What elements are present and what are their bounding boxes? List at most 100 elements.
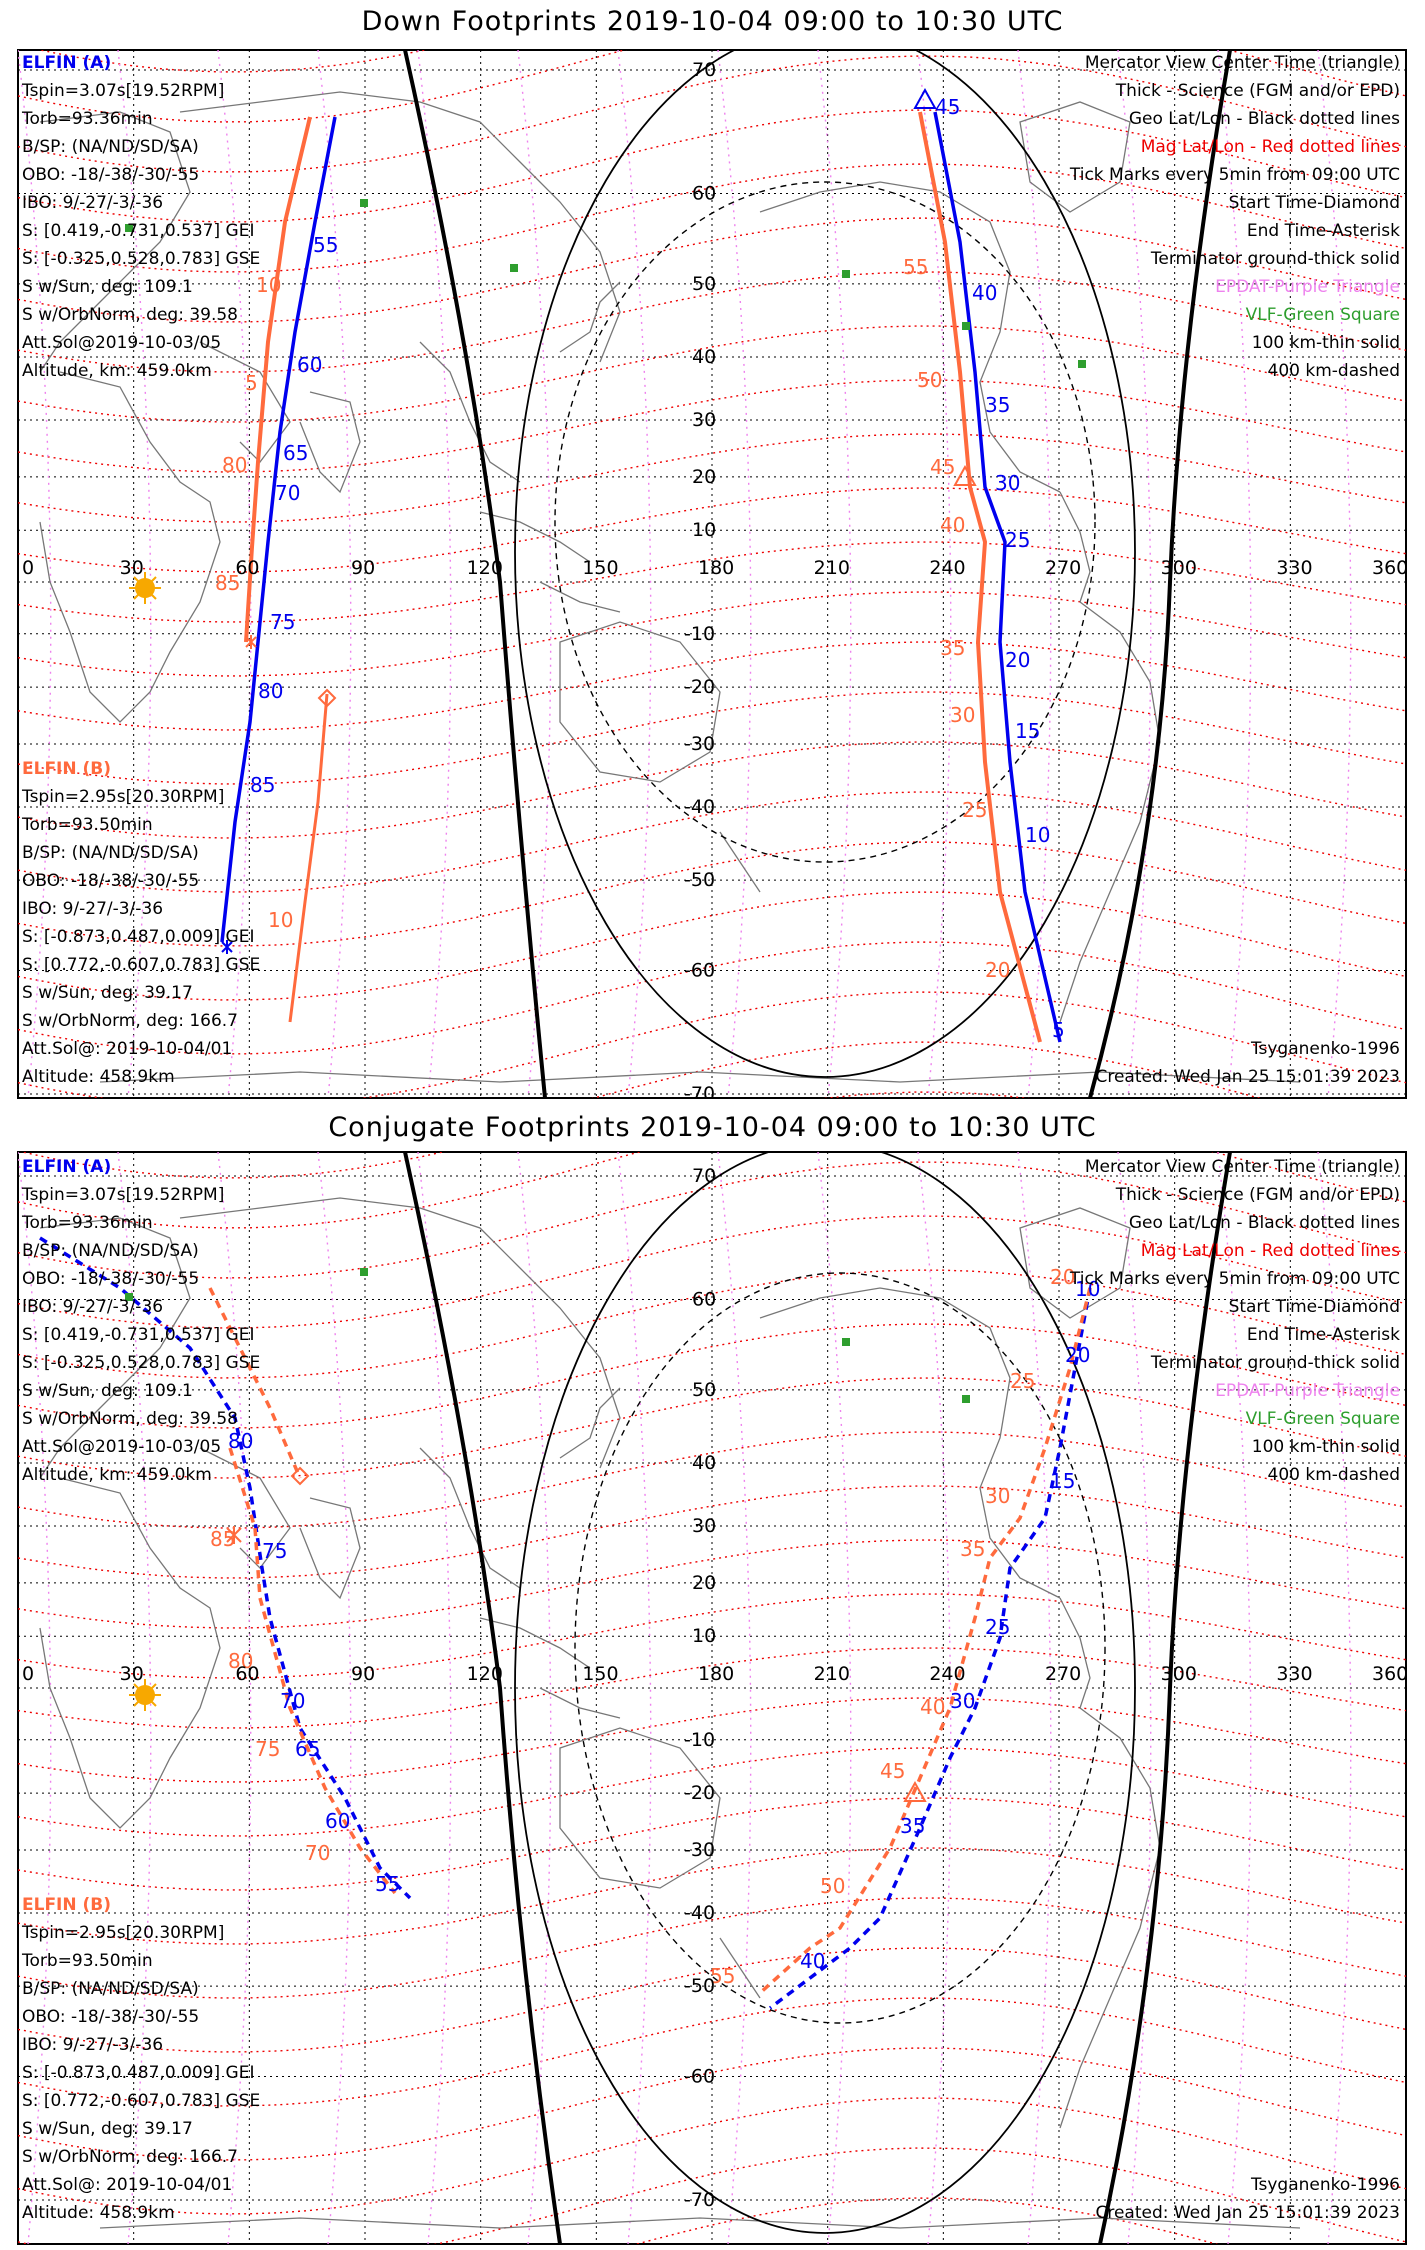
sun-icon [129,572,161,604]
a-tick: 5 [1052,1018,1065,1042]
elfin-a-line: Tspin=3.07s[19.52RPM] [21,1185,224,1205]
elfin-b-conj-track-right [758,1287,1092,1995]
legend-item: Mag Lat/Lon - Red dotted lines [1141,137,1400,157]
lat-label: -40 [684,796,715,818]
mag-lat-line [18,271,1406,373]
mag-lat-line [18,163,1406,273]
elfin-b-line: OBO: -18/-38/-30/-55 [22,871,199,891]
elfin-b-line: B/SP: (NA/ND/SD/SA) [22,843,199,863]
mag-lon-line [1117,50,1152,1098]
terminator-line [403,1152,562,2244]
mag-lon-line [717,50,752,1098]
b-tick: 30 [985,1484,1010,1508]
lat-label: 70 [692,1165,716,1187]
elfin-a-track-right [933,111,1062,1043]
down-panel-title: Down Footprints 2019-10-04 09:00 to 10:3… [361,6,1064,37]
elfin-a-line: S w/OrbNorm, deg: 39.58 [22,305,238,325]
elfin-b-line: Tspin=2.95s[20.30RPM] [21,787,224,807]
lon-label: 270 [1045,557,1081,579]
lon-label: 180 [698,1663,734,1685]
b-tick: 35 [940,636,965,660]
b-tick: 20 [985,958,1010,982]
elfin-b-start-diamond [317,688,337,708]
elfin-a-line: OBO: -18/-38/-30/-55 [22,1269,199,1289]
a-tick: 80 [228,1429,253,1453]
a-tick: 30 [950,1689,975,1713]
b-tick: 25 [962,798,987,822]
b-tick: 35 [960,1537,985,1561]
a-tick: 70 [280,1689,305,1713]
a-tick: 80 [258,679,283,703]
legend-item: Mag Lat/Lon - Red dotted lines [1141,1241,1400,1261]
a-tick: 35 [985,393,1010,417]
legend-item: Thick - Science (FGM and/or EPD) [1115,81,1400,101]
coastlines [39,1197,1301,2229]
lon-label: 300 [1161,557,1197,579]
elfin-b-conj-track-left [208,1287,302,1479]
model-label: Tsyganenko-1996 [1250,2175,1400,2195]
a-tick: 85 [250,773,275,797]
mag-lat-line [18,891,1406,1001]
elfin-a-line: OBO: -18/-38/-30/-55 [22,165,199,185]
elfin-a-name: ELFIN (A) [22,1157,111,1177]
sun-icon [129,1679,161,1711]
geo-grid [18,1152,1406,2244]
elfin-a-line: Torb=93.36min [21,109,153,129]
elfin-a-conj-track-right [768,1287,1092,2010]
elfin-b-line: S w/OrbNorm, deg: 166.7 [22,1011,238,1031]
elfin-b-line: S: [-0.873,0.487,0.009] GEI [22,927,254,947]
a-tick: 10 [1025,823,1050,847]
lon-label: 0 [22,557,34,579]
lon-label: 330 [1276,1663,1312,1685]
elfin-a-line: S: [-0.325,0.528,0.783] GSE [22,249,260,269]
lat-label: 10 [692,519,716,541]
legend: Mercator View Center Time (triangle) Thi… [1069,1157,1400,1485]
a-tick: 55 [313,233,338,257]
lat-label: -70 [684,1083,715,1102]
a-tick: 15 [1015,719,1040,743]
lat-label: -70 [684,2189,715,2211]
lon-label: 330 [1276,557,1312,579]
terminator-line [1098,1152,1232,2244]
elfin-a-track-left [220,116,337,943]
mag-lon-line [18,50,52,1098]
vlf-square [125,1293,133,1301]
fov-100km [514,1152,1136,2234]
elfin-a-line: Att.Sol@2019-10-03/05 [22,1437,221,1457]
lon-label: 30 [120,557,144,579]
lat-label: 40 [692,346,716,368]
elfin-b-track-left [244,116,312,643]
lon-label: 240 [929,1663,965,1685]
legend-item: End Time-Asterisk [1247,221,1400,241]
elfin-a-name: ELFIN (A) [22,53,111,73]
lon-label: 240 [929,557,965,579]
lat-labels: 70 60 50 40 30 20 10 -10 -20 -30 -40 -50 -60 -70 [684,1165,716,2211]
mag-lon-line [617,50,652,1098]
mag-lon-line [317,50,352,1098]
a-tick: 15 [1050,1469,1075,1493]
lon-label: 90 [351,557,375,579]
lon-label: 150 [582,1663,618,1685]
legend-item: Mercator View Center Time (triangle) [1085,1157,1400,1177]
lat-label: -60 [684,2066,715,2088]
a-tick: 40 [800,1949,825,1973]
mag-lon-line [117,50,152,1098]
b-tick: 75 [255,1737,280,1761]
elfin-a-tick-labels: 45 40 35 30 25 20 15 10 5 55 60 65 70 75… [250,95,1065,1042]
elfin-a-line: S w/Sun, deg: 109.1 [22,1381,193,1401]
lon-label: 60 [235,557,259,579]
coastlines [39,91,1301,1083]
elfin-b-line: S: [0.772,-0.607,0.783] GSE [22,955,260,975]
conjugate-panel-title: Conjugate Footprints 2019-10-04 09:00 to… [328,1112,1097,1143]
lat-label: -50 [684,1975,715,1997]
elfin-b-center-triangle [903,1780,927,1802]
elfin-b-line: S w/Sun, deg: 39.17 [22,2119,193,2139]
legend-item: EPDAT-Purple Triangle [1215,1381,1400,1401]
a-tick: 60 [325,1809,350,1833]
a-tick: 65 [283,441,308,465]
elfin-a-conj-track-left [39,1236,412,1900]
a-tick: 75 [270,610,295,634]
elfin-b-line: Tspin=2.95s[20.30RPM] [21,1923,224,1943]
lon-label: 30 [120,1663,144,1685]
elfin-b-line: S: [0.772,-0.607,0.783] GSE [22,2091,260,2111]
